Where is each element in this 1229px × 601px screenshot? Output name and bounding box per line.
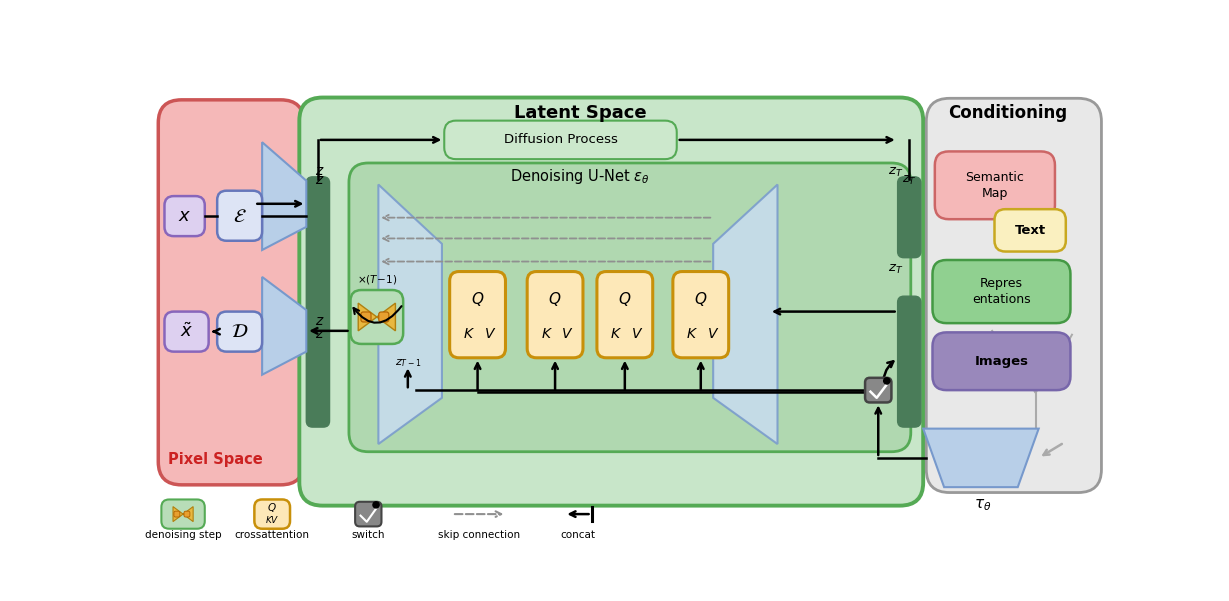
Text: switch: switch: [351, 530, 385, 540]
Text: $x$: $x$: [178, 207, 192, 225]
Text: Text: Text: [1015, 224, 1046, 237]
FancyBboxPatch shape: [444, 121, 677, 159]
Polygon shape: [173, 507, 193, 522]
Text: Semantic
Map: Semantic Map: [966, 171, 1024, 200]
Text: $V$: $V$: [630, 326, 643, 341]
FancyBboxPatch shape: [355, 502, 381, 526]
Text: $Q$: $Q$: [548, 290, 562, 308]
Circle shape: [372, 502, 380, 508]
FancyBboxPatch shape: [933, 332, 1070, 390]
Text: Diffusion Process: Diffusion Process: [504, 133, 617, 147]
Text: denoising step: denoising step: [145, 530, 221, 540]
FancyBboxPatch shape: [897, 296, 921, 427]
Text: $\mathcal{E}$: $\mathcal{E}$: [232, 207, 247, 225]
Text: Conditioning: Conditioning: [948, 103, 1067, 121]
Text: $\tilde{x}$: $\tilde{x}$: [179, 322, 193, 341]
Text: $K$: $K$: [611, 326, 622, 341]
Text: $Q$: $Q$: [694, 290, 708, 308]
Text: $K$: $K$: [541, 326, 553, 341]
Text: Latent Space: Latent Space: [514, 103, 646, 121]
Text: $V$: $V$: [707, 326, 719, 341]
FancyBboxPatch shape: [527, 272, 583, 358]
FancyBboxPatch shape: [349, 163, 911, 452]
FancyBboxPatch shape: [865, 378, 891, 403]
FancyBboxPatch shape: [254, 499, 290, 529]
Text: Denoising U-Net $\epsilon_\theta$: Denoising U-Net $\epsilon_\theta$: [510, 166, 650, 186]
FancyBboxPatch shape: [159, 100, 304, 485]
Text: concat: concat: [560, 530, 595, 540]
FancyBboxPatch shape: [218, 191, 262, 241]
Polygon shape: [923, 429, 1039, 487]
Text: skip connection: skip connection: [438, 530, 520, 540]
Text: Pixel Space: Pixel Space: [167, 452, 262, 467]
Text: $K$: $K$: [463, 326, 476, 341]
Text: $Q$: $Q$: [618, 290, 632, 308]
Polygon shape: [262, 142, 306, 250]
FancyBboxPatch shape: [165, 196, 205, 236]
FancyBboxPatch shape: [597, 272, 653, 358]
Text: $z_T$: $z_T$: [889, 165, 903, 178]
Text: $z$: $z$: [315, 314, 324, 329]
Text: $z$: $z$: [315, 173, 324, 187]
Text: $\times(T\!-\!1)$: $\times(T\!-\!1)$: [356, 273, 397, 285]
FancyBboxPatch shape: [300, 97, 923, 505]
FancyBboxPatch shape: [927, 99, 1101, 493]
Text: $z_T$: $z_T$: [889, 263, 903, 276]
FancyBboxPatch shape: [450, 272, 505, 358]
FancyBboxPatch shape: [306, 177, 329, 427]
FancyBboxPatch shape: [161, 499, 205, 529]
Text: Repres
entations: Repres entations: [972, 277, 1031, 306]
FancyBboxPatch shape: [379, 312, 388, 322]
Text: $K$: $K$: [687, 326, 698, 341]
FancyBboxPatch shape: [672, 272, 729, 358]
Text: $z$: $z$: [315, 163, 324, 177]
Text: Images: Images: [975, 355, 1029, 368]
Text: $V$: $V$: [562, 326, 574, 341]
Polygon shape: [358, 303, 396, 331]
FancyBboxPatch shape: [184, 511, 190, 517]
Polygon shape: [262, 277, 306, 375]
Polygon shape: [379, 185, 442, 444]
Polygon shape: [713, 185, 778, 444]
Circle shape: [884, 378, 890, 384]
Text: $KV$: $KV$: [265, 514, 279, 525]
Text: $\tau_\theta$: $\tau_\theta$: [975, 498, 992, 513]
FancyBboxPatch shape: [350, 290, 403, 344]
FancyBboxPatch shape: [935, 151, 1054, 219]
FancyBboxPatch shape: [218, 311, 262, 352]
Text: $Q$: $Q$: [471, 290, 484, 308]
FancyBboxPatch shape: [361, 312, 371, 322]
Text: $z_T$: $z_T$: [902, 174, 917, 187]
FancyBboxPatch shape: [175, 511, 179, 517]
Text: $z_{T-1}$: $z_{T-1}$: [395, 358, 422, 369]
FancyBboxPatch shape: [994, 209, 1066, 252]
FancyBboxPatch shape: [933, 260, 1070, 323]
Text: $V$: $V$: [484, 326, 497, 341]
Text: $Q$: $Q$: [268, 501, 277, 514]
Text: crossattention: crossattention: [235, 530, 310, 540]
Text: $\mathcal{D}$: $\mathcal{D}$: [231, 322, 248, 341]
Text: $z$: $z$: [315, 327, 324, 341]
FancyBboxPatch shape: [897, 177, 921, 258]
FancyBboxPatch shape: [165, 311, 209, 352]
